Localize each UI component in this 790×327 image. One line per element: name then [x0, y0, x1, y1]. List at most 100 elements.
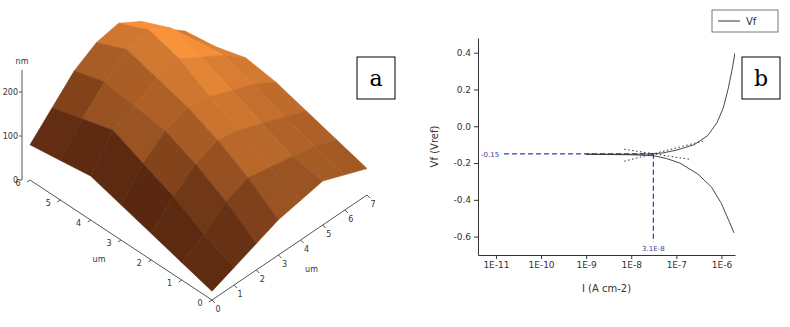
x-tick-label: 4 [304, 245, 309, 254]
y-tick-label: -0.4 [453, 195, 471, 205]
x-tick [256, 270, 259, 273]
z-axis-title: nm [16, 57, 29, 66]
y-tick-mark [474, 126, 478, 127]
y-tick: -0.2 [453, 158, 478, 168]
y-tick-label: 0 [197, 299, 202, 308]
fit-line [624, 141, 703, 161]
y-tick [179, 280, 182, 282]
x-tick-label: 6 [348, 215, 353, 224]
x-tick-label: 3 [282, 260, 287, 269]
y-tick [57, 200, 60, 202]
z-tick-label: 0 [13, 176, 18, 185]
legend: Vf [712, 10, 778, 32]
y-tick-label: 4 [76, 219, 81, 228]
annotation-y-label: -0.15 [481, 151, 499, 159]
y-tick: -0.4 [453, 195, 478, 205]
x-axis-title: um [305, 265, 318, 274]
x-tick-label: 1E-6 [712, 260, 733, 270]
y-tick-mark [474, 89, 478, 90]
x-tick-label: 2 [260, 275, 265, 284]
y-tick [148, 260, 151, 262]
x-tick: 1E-7 [667, 255, 687, 270]
plot-marks [504, 53, 735, 242]
x-tick-mark [586, 255, 587, 259]
x-tick: 1E-10 [528, 255, 554, 270]
line-panel: 1E-11 1E-10 1E-9 1E-8 1E-7 1E-6 -0.6 -0.4 -0.2 0.… [429, 39, 736, 295]
y-tick-mark [474, 53, 478, 54]
x-tick-label: 1E-11 [483, 260, 509, 270]
panel-label: a [369, 66, 382, 91]
y-tick: -0.6 [453, 232, 478, 242]
surface-panel: 0123456701234560100200nmumum [3, 21, 376, 314]
x-tick-mark [631, 255, 632, 259]
y-tick-mark [474, 237, 478, 238]
x-tick-mark [541, 255, 542, 259]
surface-marks [30, 21, 367, 291]
annotation-x-label: 3.1E-8 [642, 245, 665, 253]
y-tick-mark [474, 163, 478, 164]
y-tick [209, 300, 212, 302]
y-tick-label: 0.2 [457, 85, 471, 95]
y-axis-title: Vf (Vref) [429, 126, 440, 168]
x-tick [278, 255, 281, 258]
z-tick [19, 92, 22, 93]
y-tick [27, 180, 30, 182]
y-axis-title: um [93, 255, 106, 264]
y-tick-label: -0.6 [453, 232, 471, 242]
x-tick [323, 225, 326, 228]
y-tick: 0.2 [457, 85, 478, 95]
x-tick [234, 285, 237, 288]
x-axis-line [479, 255, 736, 256]
x-tick [345, 210, 348, 213]
legend-frame [712, 10, 778, 32]
x-axis-title: I (A cm-2) [582, 283, 631, 294]
x-tick: 1E-6 [712, 255, 733, 270]
legend-label: Vf [746, 16, 757, 27]
z-tick-label: 100 [3, 132, 18, 141]
x-tick-label: 1E-9 [576, 260, 597, 270]
y-axis: -0.6 -0.4 -0.2 0.0 0.2 0.4 [453, 39, 478, 256]
x-axis: 1E-11 1E-10 1E-9 1E-8 1E-7 1E-6 [479, 255, 736, 270]
x-tick-label: 1 [238, 290, 243, 299]
y-tick [118, 240, 121, 242]
y-tick-label: 2 [137, 259, 142, 268]
legend-swatch [718, 21, 740, 22]
panel-label: b [754, 66, 768, 91]
y-tick-label: 0.0 [457, 122, 472, 132]
x-tick-label: 1E-7 [667, 260, 687, 270]
annotation-v-line [653, 154, 654, 242]
panel-label-frame [742, 57, 780, 99]
figure: 0123456701234560100200nmumuma1E-111E-101… [0, 0, 790, 327]
z-tick-label: 200 [3, 88, 18, 97]
data-line [586, 53, 735, 233]
y-tick [88, 220, 91, 222]
z-tick [19, 180, 22, 181]
x-tick-label: 1E-8 [622, 260, 643, 270]
y-tick: 0.4 [457, 48, 478, 58]
x-tick [367, 195, 370, 198]
y-axis-line [478, 39, 479, 256]
x-tick: 1E-8 [622, 255, 643, 270]
x-tick-mark [496, 255, 497, 259]
x-tick-label: 1E-10 [528, 260, 554, 270]
z-tick [19, 136, 22, 137]
surface-cell [182, 234, 234, 291]
y-tick-label: 0.4 [457, 48, 472, 58]
x-tick-label: 0 [215, 305, 220, 314]
y-tick-label: 1 [167, 279, 172, 288]
x-tick-label: 5 [326, 230, 331, 239]
panel-label-box: b [742, 57, 780, 99]
y-tick-mark [474, 200, 478, 201]
y-tick-label: 3 [106, 239, 111, 248]
panel-label-box: a [357, 57, 395, 99]
x-tick: 1E-9 [576, 255, 597, 270]
x-tick [301, 240, 304, 243]
x-tick-mark [676, 255, 677, 259]
y-tick: 0.0 [457, 122, 478, 132]
surface-axes: 0123456701234560100200nmumum [3, 57, 376, 314]
x-tick-label: 7 [370, 200, 375, 209]
x-tick: 1E-11 [483, 255, 509, 270]
y-tick-label: -0.2 [453, 158, 471, 168]
z-axis-line [22, 70, 23, 180]
panel-label-frame [357, 57, 395, 99]
